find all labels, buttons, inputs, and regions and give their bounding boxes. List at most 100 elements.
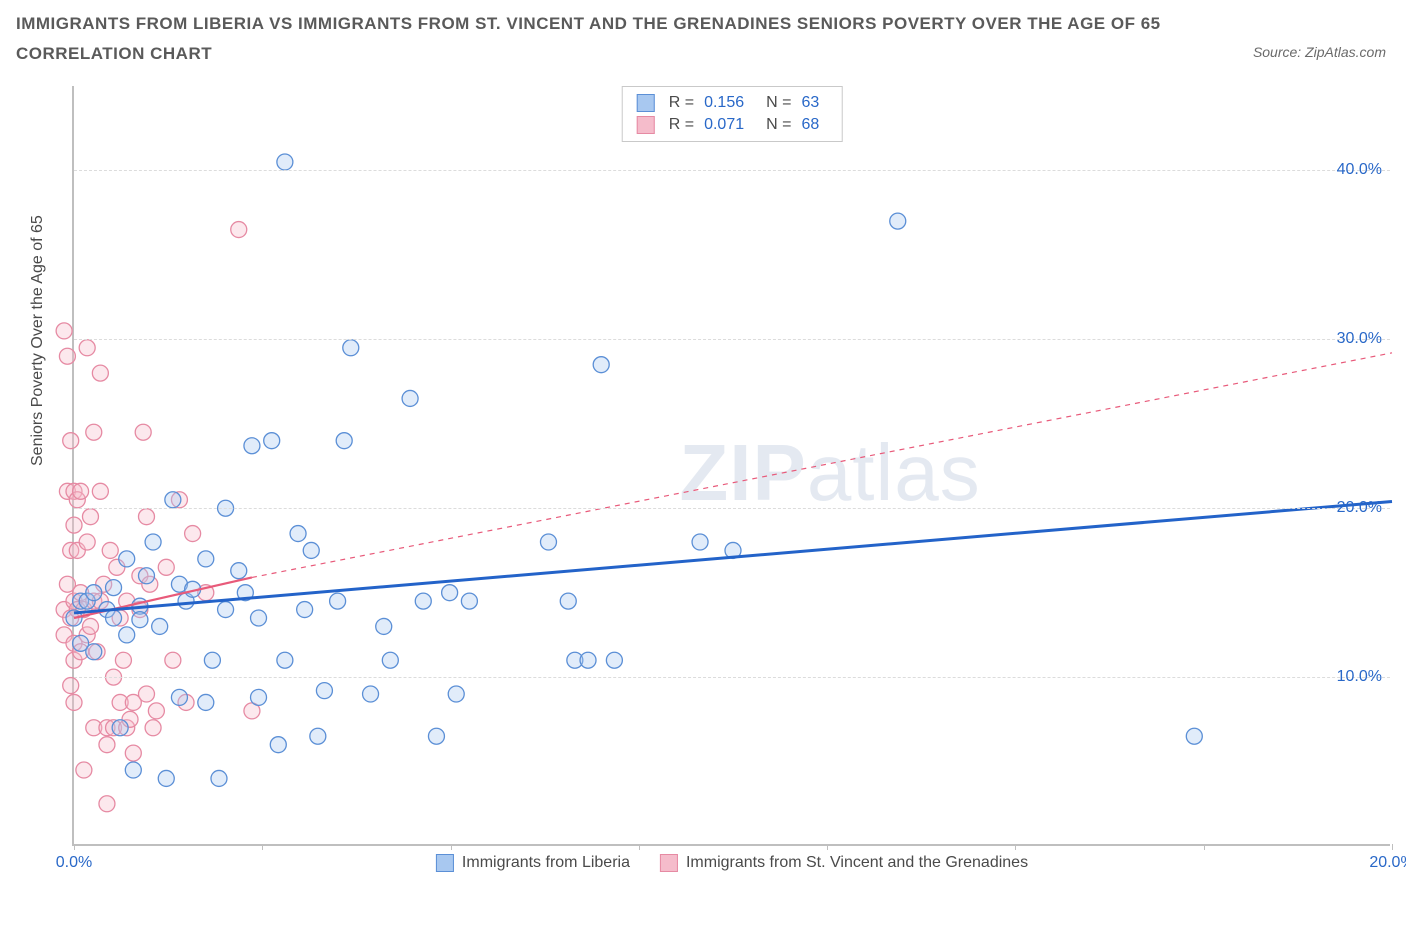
data-point xyxy=(415,593,431,609)
data-point xyxy=(79,534,95,550)
data-point xyxy=(138,686,154,702)
data-point xyxy=(86,644,102,660)
data-point xyxy=(277,154,293,170)
data-point xyxy=(63,433,79,449)
data-point xyxy=(92,365,108,381)
legend-swatch-2 xyxy=(637,116,655,134)
data-point xyxy=(290,526,306,542)
data-point xyxy=(138,509,154,525)
data-point xyxy=(148,703,164,719)
data-point xyxy=(165,492,181,508)
gridline xyxy=(74,170,1390,171)
data-point xyxy=(106,580,122,596)
data-point xyxy=(66,694,82,710)
xtick xyxy=(262,844,263,850)
data-point xyxy=(382,652,398,668)
data-point xyxy=(171,689,187,705)
data-point xyxy=(442,585,458,601)
data-point xyxy=(59,348,75,364)
data-point xyxy=(330,593,346,609)
ytick-label: 20.0% xyxy=(1337,499,1382,517)
data-point xyxy=(244,438,260,454)
xtick xyxy=(639,844,640,850)
data-point xyxy=(448,686,464,702)
legend-series-2: Immigrants from St. Vincent and the Gren… xyxy=(660,854,1028,872)
data-point xyxy=(428,728,444,744)
data-point xyxy=(580,652,596,668)
data-point xyxy=(343,340,359,356)
data-point xyxy=(145,534,161,550)
trend-line-ext xyxy=(252,353,1392,578)
data-point xyxy=(277,652,293,668)
data-point xyxy=(135,424,151,440)
data-point xyxy=(593,357,609,373)
data-point xyxy=(86,424,102,440)
data-point xyxy=(86,585,102,601)
data-point xyxy=(56,323,72,339)
data-point xyxy=(231,563,247,579)
gridline xyxy=(74,339,1390,340)
data-point xyxy=(99,796,115,812)
data-point xyxy=(125,762,141,778)
data-point xyxy=(692,534,708,550)
data-point xyxy=(125,745,141,761)
data-point xyxy=(158,770,174,786)
legend-swatch-series-2 xyxy=(660,854,678,872)
legend-swatch-series-1 xyxy=(436,854,454,872)
data-point xyxy=(185,526,201,542)
xtick xyxy=(1204,844,1205,850)
xtick xyxy=(1015,844,1016,850)
data-point xyxy=(82,509,98,525)
source-label: Source: ZipAtlas.com xyxy=(1253,44,1386,60)
data-point xyxy=(152,618,168,634)
data-point xyxy=(461,593,477,609)
chart-title-line2: CORRELATION CHART xyxy=(16,44,1406,64)
y-axis-label: Seniors Poverty Over the Age of 65 xyxy=(29,215,47,466)
ytick-label: 30.0% xyxy=(1337,330,1382,348)
data-point xyxy=(198,694,214,710)
data-point xyxy=(66,517,82,533)
legend-stat-row-1: R = 0.156 N = 63 xyxy=(637,92,828,114)
xtick-label: 0.0% xyxy=(56,854,92,872)
xtick xyxy=(827,844,828,850)
data-point xyxy=(376,618,392,634)
data-point xyxy=(92,483,108,499)
data-point xyxy=(402,390,418,406)
xtick xyxy=(451,844,452,850)
data-point xyxy=(540,534,556,550)
legend-series: Immigrants from Liberia Immigrants from … xyxy=(436,854,1028,872)
data-point xyxy=(1186,728,1202,744)
xtick xyxy=(1392,844,1393,850)
data-point xyxy=(165,652,181,668)
data-point xyxy=(251,610,267,626)
data-point xyxy=(264,433,280,449)
data-point xyxy=(79,340,95,356)
ytick-label: 10.0% xyxy=(1337,668,1382,686)
gridline xyxy=(74,677,1390,678)
data-point xyxy=(115,652,131,668)
data-point xyxy=(316,683,332,699)
data-point xyxy=(363,686,379,702)
legend-series-1: Immigrants from Liberia xyxy=(436,854,630,872)
legend-stat-row-2: R = 0.071 N = 68 xyxy=(637,114,828,136)
plot-area: ZIPatlas R = 0.156 N = 63 R = 0.071 N = … xyxy=(72,86,1390,846)
xtick-label: 20.0% xyxy=(1369,854,1406,872)
data-point xyxy=(890,213,906,229)
data-point xyxy=(132,612,148,628)
data-point xyxy=(251,689,267,705)
data-point xyxy=(63,678,79,694)
data-point xyxy=(231,222,247,238)
legend-swatch-1 xyxy=(637,94,655,112)
data-point xyxy=(198,551,214,567)
gridline xyxy=(74,508,1390,509)
data-point xyxy=(560,593,576,609)
data-point xyxy=(303,542,319,558)
data-point xyxy=(106,610,122,626)
data-point xyxy=(138,568,154,584)
data-point xyxy=(102,542,118,558)
ytick-label: 40.0% xyxy=(1337,161,1382,179)
data-point xyxy=(119,627,135,643)
data-point xyxy=(310,728,326,744)
data-point xyxy=(119,551,135,567)
data-point xyxy=(99,737,115,753)
